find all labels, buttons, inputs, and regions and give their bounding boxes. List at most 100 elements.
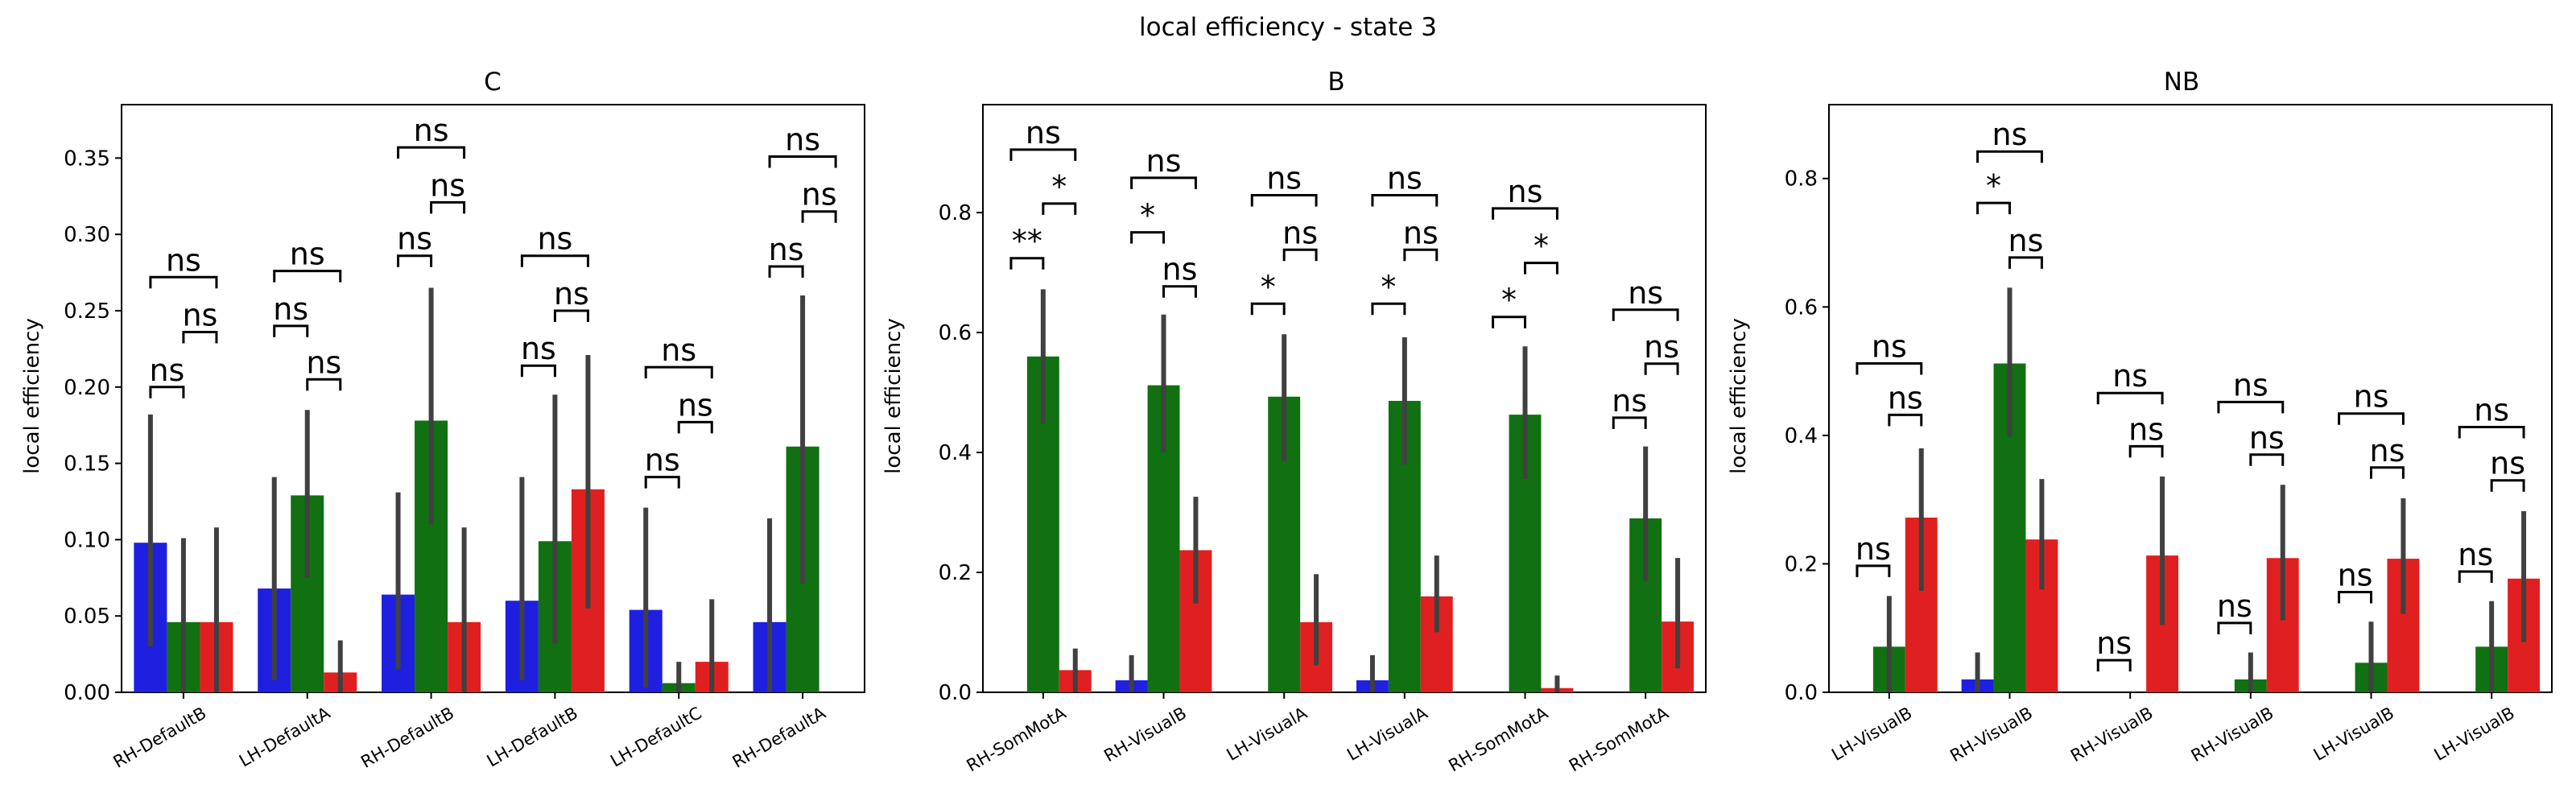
significance-bracket bbox=[397, 254, 433, 267]
significance-label: ns bbox=[2458, 537, 2493, 572]
significance-bracket bbox=[1250, 193, 1318, 207]
significance-label: ns bbox=[1403, 215, 1439, 250]
significance-label: ns bbox=[645, 443, 680, 478]
axes-frame bbox=[1828, 104, 2553, 693]
y-axis-label: local efficiency bbox=[20, 318, 44, 474]
axes-frame bbox=[982, 104, 1707, 693]
x-tick-label: RH-VisualB bbox=[2188, 704, 2277, 766]
significance-label: ns bbox=[1644, 329, 1679, 365]
x-tick-label: RH-SomMotA bbox=[1445, 703, 1551, 775]
significance-label: ns bbox=[1508, 174, 1543, 209]
y-tick-label: 0.35 bbox=[64, 147, 110, 171]
significance-bracket bbox=[1856, 564, 1891, 577]
x-tick-label: LH-DefaultB bbox=[484, 704, 581, 771]
significance-label: * bbox=[1534, 229, 1549, 264]
significance-label: ns bbox=[1628, 275, 1663, 311]
significance-bracket bbox=[2370, 466, 2405, 479]
significance-bracket bbox=[644, 476, 680, 489]
significance-bracket bbox=[2008, 256, 2043, 269]
significance-label: * bbox=[1501, 283, 1517, 318]
significance-bracket bbox=[1130, 176, 1197, 189]
significance-label: ns bbox=[521, 331, 556, 366]
significance-label: ns bbox=[2096, 625, 2132, 661]
significance-label: ns bbox=[1992, 117, 2028, 152]
y-tick-label: 0.30 bbox=[64, 223, 110, 247]
significance-label: ns bbox=[182, 298, 217, 333]
y-tick-label: 0.4 bbox=[939, 441, 972, 465]
y-axis-label: local efficiency bbox=[1727, 318, 1751, 474]
significance-label: ns bbox=[1266, 160, 1302, 196]
significance-bracket bbox=[1042, 202, 1077, 215]
significance-bracket bbox=[801, 210, 837, 223]
significance-label: ns bbox=[2490, 446, 2525, 481]
significance-label: ns bbox=[1872, 329, 1907, 365]
significance-bracket bbox=[182, 331, 218, 344]
significance-label: ns bbox=[1162, 252, 1198, 287]
y-tick-label: 0.2 bbox=[1785, 552, 1818, 576]
significance-bracket bbox=[430, 200, 466, 214]
significance-label: ns bbox=[2008, 223, 2044, 258]
x-tick-label: RH-SomMotA bbox=[1566, 703, 1672, 775]
significance-bracket bbox=[677, 420, 713, 434]
x-tick-label: RH-VisualB bbox=[1946, 704, 2036, 766]
significance-bracket bbox=[1492, 207, 1558, 220]
significance-label: ns bbox=[661, 332, 696, 368]
x-tick-label: RH-VisualB bbox=[1100, 704, 1190, 766]
significance-label: ns bbox=[2217, 588, 2252, 624]
significance-label: ns bbox=[290, 237, 325, 272]
significance-label: ns bbox=[2249, 420, 2285, 456]
significance-bracket bbox=[149, 386, 185, 398]
y-tick-label: 0.10 bbox=[64, 528, 110, 552]
significance-bracket bbox=[1644, 362, 1679, 375]
significance-bracket bbox=[1282, 248, 1318, 262]
significance-bracket bbox=[2458, 426, 2525, 439]
y-tick-label: 0.0 bbox=[939, 681, 972, 705]
y-axis-label: local efficiency bbox=[881, 318, 906, 474]
y-tick-label: 0.6 bbox=[939, 321, 972, 345]
x-tick-label: RH-DefaultB bbox=[357, 704, 457, 772]
significance-bracket bbox=[1162, 285, 1197, 298]
significance-label: ns bbox=[785, 122, 820, 157]
y-tick-label: 0.2 bbox=[939, 561, 972, 585]
significance-bracket bbox=[1492, 316, 1526, 328]
significance-bracket bbox=[2490, 479, 2525, 492]
x-tick-label: LH-VisualB bbox=[2310, 704, 2397, 765]
significance-label: * bbox=[1261, 269, 1276, 304]
chart-panel-b: B local efficiency 0.0 0.2 0.4 0.6 0.8 RH-Som… bbox=[881, 68, 1707, 775]
significance-label: * bbox=[1381, 269, 1396, 304]
significance-label: ns bbox=[397, 221, 432, 257]
significance-label: ns bbox=[537, 221, 572, 257]
significance-bracket bbox=[520, 254, 589, 267]
significance-bracket bbox=[1009, 148, 1077, 161]
significance-bracket bbox=[2338, 591, 2372, 604]
significance-label: ns bbox=[1282, 215, 1318, 250]
significance-label: ns bbox=[1888, 380, 1923, 415]
significance-label: ns bbox=[1612, 383, 1647, 419]
significance-label: ns bbox=[769, 232, 804, 267]
significance-label: ns bbox=[2128, 411, 2164, 447]
x-tick-label: LH-VisualA bbox=[1344, 703, 1431, 765]
significance-label: ns bbox=[802, 177, 837, 213]
x-tick-label: RH-VisualB bbox=[2067, 704, 2157, 766]
significance-label: ns bbox=[1026, 115, 1061, 151]
panel-title: B bbox=[1327, 68, 1344, 97]
significance-label: * bbox=[1986, 168, 2001, 204]
significance-bracket bbox=[306, 378, 342, 391]
significance-label: * bbox=[1051, 169, 1067, 204]
y-tick-label: 0.8 bbox=[1785, 167, 1818, 192]
significance-label: * bbox=[1140, 198, 1155, 233]
significance-bracket bbox=[1250, 302, 1286, 316]
significance-bracket bbox=[2249, 453, 2285, 466]
x-tick-label: LH-VisualB bbox=[1828, 704, 1915, 765]
significance-label: ns bbox=[2112, 358, 2148, 394]
significance-bracket bbox=[520, 364, 556, 378]
significance-bracket bbox=[1524, 262, 1558, 275]
significance-bracket bbox=[2458, 570, 2493, 584]
y-tick-label: 0.4 bbox=[1785, 424, 1818, 448]
x-tick-label: RH-SomMotA bbox=[964, 703, 1070, 775]
panel-title: NB bbox=[2164, 68, 2199, 97]
significance-bracket bbox=[553, 309, 589, 322]
significance-label: ns bbox=[1387, 160, 1422, 196]
significance-bracket bbox=[1976, 201, 2011, 215]
